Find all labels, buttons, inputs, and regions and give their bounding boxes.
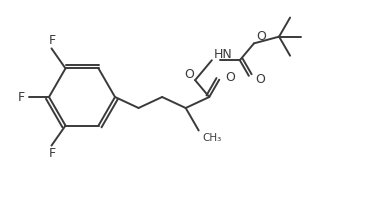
Text: F: F — [18, 90, 25, 103]
Text: O: O — [225, 71, 235, 84]
Text: F: F — [49, 34, 56, 47]
Text: HN: HN — [214, 48, 232, 61]
Text: F: F — [49, 147, 56, 160]
Text: O: O — [184, 68, 194, 81]
Text: CH₃: CH₃ — [203, 133, 222, 142]
Text: O: O — [255, 73, 265, 86]
Text: O: O — [256, 30, 266, 43]
